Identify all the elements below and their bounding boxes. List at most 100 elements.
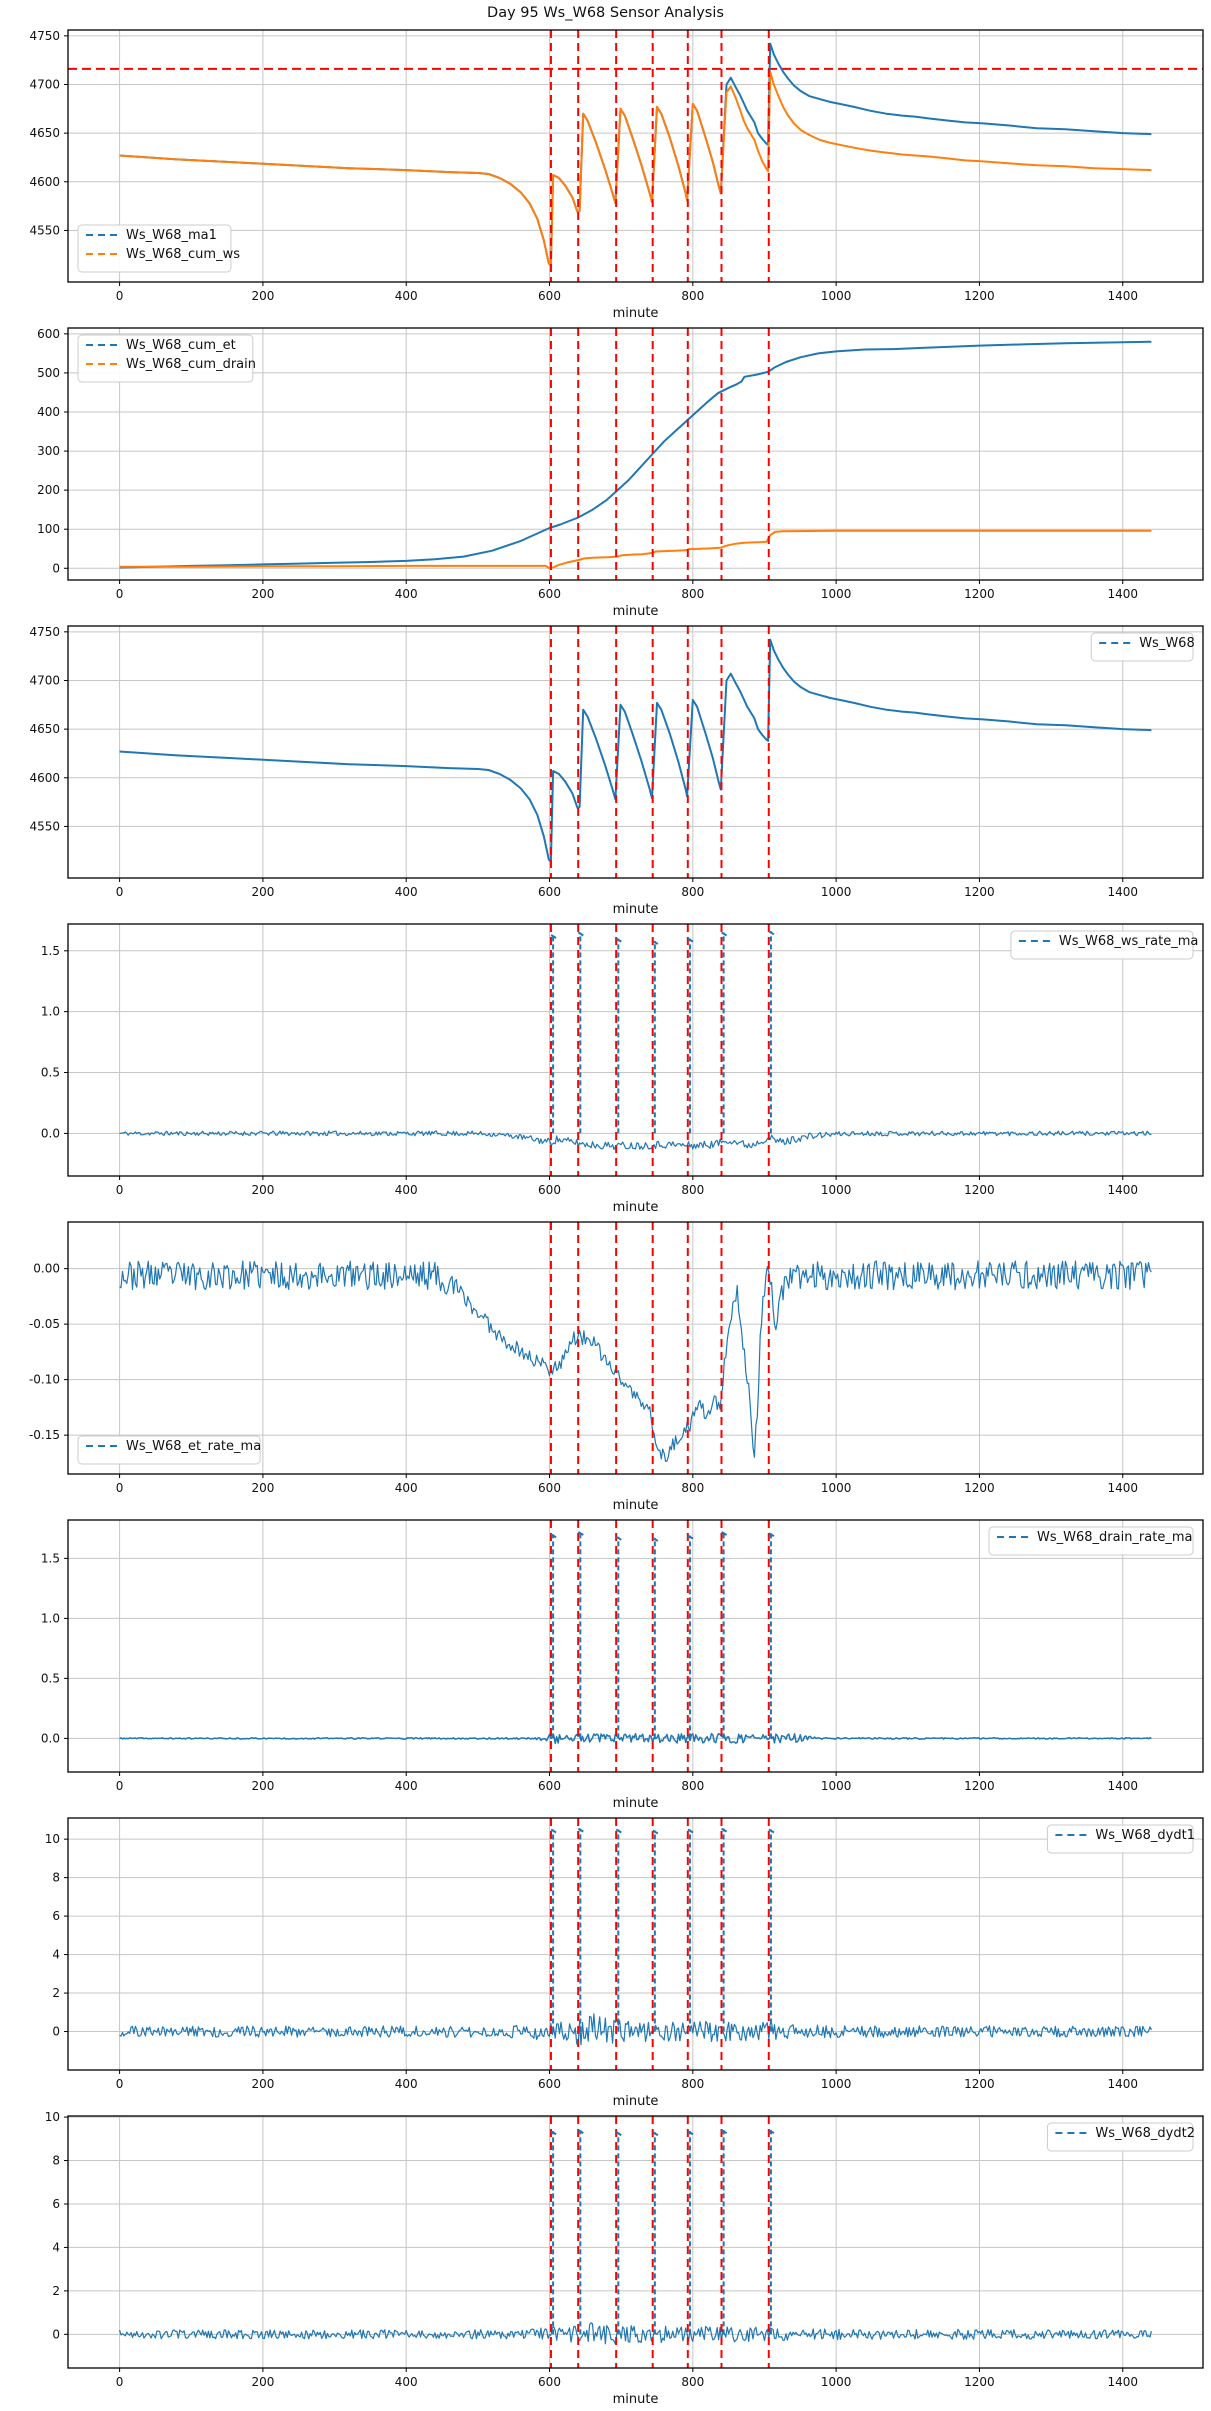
svg-text:200: 200 [251, 1481, 274, 1495]
svg-text:200: 200 [251, 587, 274, 601]
svg-text:1400: 1400 [1107, 1481, 1138, 1495]
svg-text:200: 200 [251, 1183, 274, 1197]
svg-text:0.0: 0.0 [41, 1731, 60, 1745]
svg-text:0.5: 0.5 [41, 1066, 60, 1080]
svg-text:0: 0 [116, 2077, 124, 2091]
svg-text:400: 400 [395, 1779, 418, 1793]
svg-text:0.0: 0.0 [41, 1126, 60, 1140]
svg-text:1000: 1000 [821, 289, 852, 303]
svg-text:10: 10 [45, 2110, 60, 2124]
svg-text:800: 800 [681, 289, 704, 303]
svg-text:500: 500 [37, 366, 60, 380]
svg-text:1200: 1200 [964, 2077, 995, 2091]
svg-text:4550: 4550 [29, 223, 60, 237]
svg-text:0.00: 0.00 [33, 1262, 60, 1276]
svg-text:600: 600 [538, 289, 561, 303]
svg-text:1000: 1000 [821, 2375, 852, 2389]
svg-text:Ws_W68_ws_rate_ma: Ws_W68_ws_rate_ma [1059, 934, 1198, 949]
svg-text:600: 600 [538, 1779, 561, 1793]
svg-text:400: 400 [37, 405, 60, 419]
svg-text:Ws_W68_dydt2: Ws_W68_dydt2 [1095, 2126, 1195, 2141]
svg-text:Ws_W68_cum_ws: Ws_W68_cum_ws [126, 247, 240, 262]
svg-text:-0.15: -0.15 [29, 1428, 60, 1442]
svg-text:2: 2 [52, 2284, 60, 2298]
svg-text:1.0: 1.0 [41, 1611, 60, 1625]
svg-text:4: 4 [52, 2240, 60, 2254]
svg-text:1200: 1200 [964, 587, 995, 601]
svg-text:400: 400 [395, 1481, 418, 1495]
chart-canvas-ma1-cum-ws: 0 200 400 600 800 1000 1200 1400 4550 4600 4650 470… [29, 29, 1204, 321]
svg-text:1200: 1200 [964, 1779, 995, 1793]
svg-text:4650: 4650 [29, 126, 60, 140]
svg-text:1200: 1200 [964, 1183, 995, 1197]
panel-ws-rate-ma: 0 200 400 600 800 1000 1200 1400 0.0 0.5 1.0 1.5 min… [0, 918, 1211, 1216]
svg-text:0: 0 [52, 561, 60, 575]
svg-text:minute: minute [613, 902, 659, 917]
svg-text:1.5: 1.5 [41, 944, 60, 958]
svg-text:800: 800 [681, 2375, 704, 2389]
svg-text:600: 600 [538, 587, 561, 601]
svg-text:6: 6 [52, 2197, 60, 2211]
svg-text:1400: 1400 [1107, 2077, 1138, 2091]
svg-text:400: 400 [395, 587, 418, 601]
svg-text:200: 200 [251, 2077, 274, 2091]
svg-text:8: 8 [52, 2154, 60, 2168]
chart-canvas-ws-rate-ma: 0 200 400 600 800 1000 1200 1400 0.0 0.5 1.0 1.5 min… [41, 923, 1204, 1215]
svg-text:1200: 1200 [964, 885, 995, 899]
svg-text:1400: 1400 [1107, 289, 1138, 303]
svg-text:800: 800 [681, 2077, 704, 2091]
svg-text:4600: 4600 [29, 771, 60, 785]
svg-text:600: 600 [37, 327, 60, 341]
svg-text:4750: 4750 [29, 625, 60, 639]
svg-text:0.5: 0.5 [41, 1671, 60, 1685]
svg-text:-0.05: -0.05 [29, 1317, 60, 1331]
svg-text:200: 200 [251, 289, 274, 303]
chart-canvas-drain-rate-ma: 0 200 400 600 800 1000 1200 1400 0.0 0.5 1.0 1.5 min… [41, 1519, 1204, 1811]
svg-text:1000: 1000 [821, 1481, 852, 1495]
svg-text:100: 100 [37, 522, 60, 536]
svg-text:1200: 1200 [964, 2375, 995, 2389]
svg-text:Ws_W68_cum_drain: Ws_W68_cum_drain [126, 357, 256, 372]
svg-text:4550: 4550 [29, 819, 60, 833]
svg-text:1000: 1000 [821, 1183, 852, 1197]
svg-text:800: 800 [681, 885, 704, 899]
svg-text:200: 200 [251, 2375, 274, 2389]
figure-title: Day 95 Ws_W68 Sensor Analysis [487, 5, 724, 21]
chart-canvas-cum-et-cum-drain: 0 200 400 600 800 1000 1200 1400 0 100 200 300 400 50… [37, 327, 1204, 619]
svg-text:800: 800 [681, 1779, 704, 1793]
panel-dydt1: 0 200 400 600 800 1000 1200 1400 0 2 4 6 8 10 minute Ws… [0, 1812, 1211, 2110]
svg-text:4750: 4750 [29, 29, 60, 43]
panel-drain-rate-ma: 0 200 400 600 800 1000 1200 1400 0.0 0.5 1.0 1.5 min… [0, 1514, 1211, 1812]
svg-text:0: 0 [52, 2327, 60, 2341]
panel-ma1-cum-ws: 0 200 400 600 800 1000 1200 1400 4550 4600 4650 470… [0, 24, 1211, 322]
svg-text:600: 600 [538, 2375, 561, 2389]
svg-text:0: 0 [116, 289, 124, 303]
svg-text:1200: 1200 [964, 1481, 995, 1495]
svg-text:1200: 1200 [964, 289, 995, 303]
svg-text:1.5: 1.5 [41, 1551, 60, 1565]
svg-text:Ws_W68: Ws_W68 [1139, 636, 1195, 651]
svg-text:4600: 4600 [29, 175, 60, 189]
svg-text:200: 200 [37, 483, 60, 497]
svg-text:2: 2 [52, 1986, 60, 2000]
svg-text:400: 400 [395, 1183, 418, 1197]
svg-text:6: 6 [52, 1909, 60, 1923]
svg-text:1400: 1400 [1107, 1779, 1138, 1793]
svg-text:Ws_W68_et_rate_ma: Ws_W68_et_rate_ma [126, 1439, 261, 1454]
panel-dydt2: 0 200 400 600 800 1000 1200 1400 0 2 4 6 8 10 minute Ws… [0, 2110, 1211, 2408]
svg-text:minute: minute [613, 1796, 659, 1811]
svg-text:400: 400 [395, 2375, 418, 2389]
svg-text:Ws_W68_drain_rate_ma: Ws_W68_drain_rate_ma [1037, 1530, 1192, 1545]
svg-text:400: 400 [395, 885, 418, 899]
svg-text:1000: 1000 [821, 1779, 852, 1793]
svg-text:200: 200 [251, 885, 274, 899]
chart-canvas-et-rate-ma: 0 200 400 600 800 1000 1200 1400 0.00 -0.05 -0.10 -… [29, 1221, 1204, 1513]
svg-text:4650: 4650 [29, 722, 60, 736]
svg-text:1000: 1000 [821, 587, 852, 601]
panel-et-rate-ma: 0 200 400 600 800 1000 1200 1400 0.00 -0.05 -0.10 -… [0, 1216, 1211, 1514]
svg-text:Ws_W68_ma1: Ws_W68_ma1 [126, 228, 217, 243]
svg-text:Ws_W68_dydt1: Ws_W68_dydt1 [1095, 1828, 1195, 1843]
svg-text:1400: 1400 [1107, 885, 1138, 899]
svg-text:minute: minute [613, 2392, 659, 2407]
